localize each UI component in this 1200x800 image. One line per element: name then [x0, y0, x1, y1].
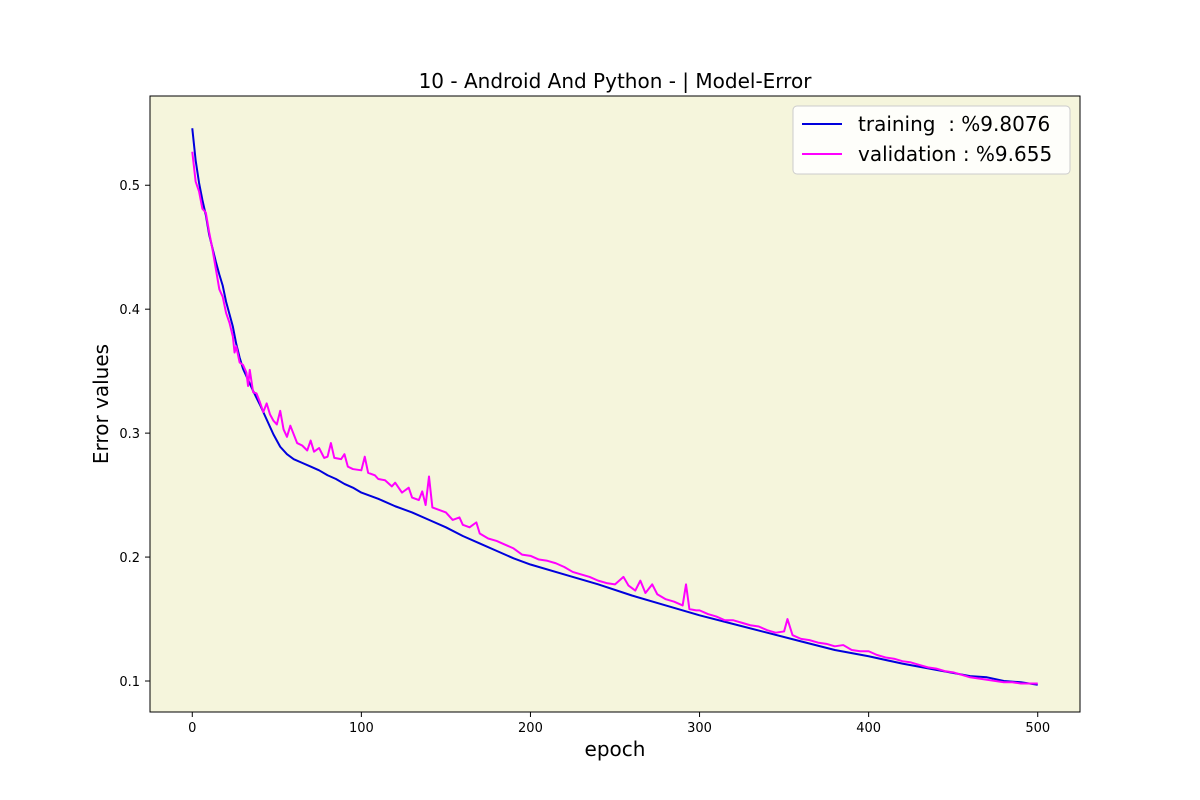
y-tick-label: 0.4	[119, 303, 140, 318]
y-tick-label: 0.1	[119, 675, 140, 690]
series-layer	[191, 128, 1038, 686]
y-tick-label: 0.2	[119, 551, 140, 566]
y-tick-label: 0.5	[119, 179, 140, 194]
y-tick-label: 0.3	[119, 427, 140, 442]
x-tick-label: 300	[687, 721, 712, 736]
legend: training : %9.8076 validation : %9.655	[792, 105, 1071, 175]
x-tick-label: 400	[856, 721, 881, 736]
legend-box	[792, 105, 1071, 175]
plot-area	[150, 96, 1080, 712]
series-line-validation	[191, 151, 1038, 685]
x-axis-label: epoch	[585, 737, 646, 761]
x-tick-label: 0	[188, 721, 196, 736]
chart-title: 10 - Android And Python - | Model-Error	[419, 69, 813, 93]
series-line-training	[191, 128, 1038, 686]
y-axis-label: Error values	[89, 344, 113, 464]
plot-frame	[149, 95, 1081, 713]
x-tick-label: 200	[518, 721, 543, 736]
legend-label-validation: validation : %9.655	[858, 142, 1052, 166]
legend-label-training: training : %9.8076	[858, 112, 1050, 136]
x-tick-label: 500	[1025, 721, 1050, 736]
x-axis: 0 100 200 300 400 500	[188, 712, 1050, 736]
y-axis: 0.1 0.2 0.3 0.4 0.5	[119, 179, 150, 690]
x-tick-label: 100	[349, 721, 374, 736]
